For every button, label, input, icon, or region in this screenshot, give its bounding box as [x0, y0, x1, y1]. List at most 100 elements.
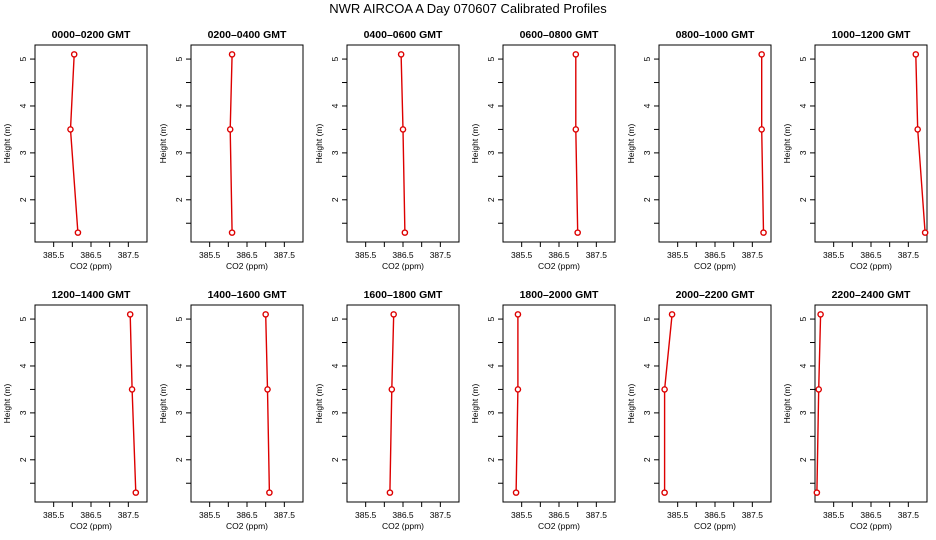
y-tick-label: 4	[642, 363, 652, 368]
y-tick-label: 5	[486, 316, 496, 321]
data-point	[512, 489, 520, 496]
y-tick-label: 4	[174, 363, 184, 368]
data-point	[390, 311, 397, 318]
y-axis-label: Height (m)	[626, 384, 636, 424]
plot-frame	[190, 44, 304, 243]
data-point	[132, 489, 140, 496]
x-tick-label: 387.5	[118, 250, 140, 260]
panel-5: 0800–1000 GMT 385.5 386.5 387.5 2 3 4 5 CO2 (ppm…	[626, 29, 772, 271]
panel-title: 0800–1000 GMT	[676, 29, 755, 41]
data-point	[758, 51, 765, 58]
profile-line	[229, 54, 233, 233]
y-tick-label: 5	[18, 56, 28, 61]
y-tick-label: 3	[798, 150, 808, 155]
y-tick-label: 3	[174, 150, 184, 155]
x-tick-label: 385.5	[43, 250, 65, 260]
y-tick-label: 3	[642, 150, 652, 155]
profile-line	[400, 54, 406, 233]
x-tick-label: 387.5	[742, 510, 764, 520]
y-tick-label: 2	[330, 457, 340, 462]
profile-line	[389, 314, 395, 493]
data-point	[914, 126, 921, 133]
data-point	[921, 229, 929, 236]
x-tick-label: 386.5	[704, 250, 726, 260]
data-point	[514, 311, 522, 318]
x-axis-label: CO2 (ppm)	[382, 521, 424, 531]
y-tick-label: 2	[798, 457, 808, 462]
y-tick-label: 3	[798, 410, 808, 415]
panel-3: 0400–0600 GMT 385.5 386.5 387.5 2 3 4 5 CO2 (ppm…	[314, 29, 460, 271]
panel-7: 1200–1400 GMT 385.5 386.5 387.5 2 3 4 5 CO2 (ppm…	[2, 289, 148, 531]
data-point	[228, 229, 236, 236]
panel-title: 1800–2000 GMT	[520, 289, 599, 301]
plot-frame	[502, 304, 616, 503]
x-axis-label: CO2 (ppm)	[694, 521, 736, 531]
x-axis-label: CO2 (ppm)	[850, 261, 892, 271]
x-tick-label: 387.5	[430, 250, 452, 260]
x-tick-label: 386.5	[548, 250, 570, 260]
data-point	[128, 386, 136, 393]
x-axis-label: CO2 (ppm)	[70, 521, 112, 531]
profile-line	[575, 54, 579, 233]
plot-frame	[814, 304, 928, 503]
y-axis-label: Height (m)	[2, 124, 12, 164]
x-tick-label: 387.5	[430, 510, 452, 520]
x-tick-label: 386.5	[236, 250, 258, 260]
profile-line	[915, 54, 926, 233]
plot-frame	[658, 304, 772, 503]
x-tick-label: 385.5	[511, 510, 533, 520]
x-axis-label: CO2 (ppm)	[538, 261, 580, 271]
panel-title: 2200–2400 GMT	[832, 289, 911, 301]
y-tick-label: 3	[330, 410, 340, 415]
y-axis-label: Height (m)	[470, 384, 480, 424]
y-tick-label: 3	[330, 150, 340, 155]
figure-title: NWR AIRCOA A Day 070607 Calibrated Profi…	[329, 1, 607, 16]
x-tick-label: 385.5	[355, 510, 377, 520]
y-tick-label: 2	[642, 197, 652, 202]
x-axis-label: CO2 (ppm)	[850, 521, 892, 531]
y-tick-label: 2	[642, 457, 652, 462]
data-point	[74, 229, 82, 236]
profile-line	[265, 314, 271, 493]
y-axis-label: Height (m)	[2, 384, 12, 424]
x-tick-label: 386.5	[236, 510, 258, 520]
y-tick-label: 4	[486, 103, 496, 108]
y-axis-label: Height (m)	[158, 124, 168, 164]
data-point	[514, 386, 522, 393]
panel-11: 2000–2200 GMT 385.5 386.5 387.5 2 3 4 5 CO2 (ppm…	[626, 289, 772, 531]
y-axis-label: Height (m)	[158, 384, 168, 424]
data-point	[912, 51, 920, 58]
panel-8: 1400–1600 GMT 385.5 386.5 387.5 2 3 4 5 CO2 (ppm…	[158, 289, 304, 531]
data-point	[388, 386, 396, 393]
x-tick-label: 385.5	[199, 250, 221, 260]
data-point	[661, 489, 668, 496]
x-tick-label: 387.5	[274, 510, 296, 520]
x-tick-label: 386.5	[80, 510, 102, 520]
x-tick-label: 385.5	[43, 510, 65, 520]
profile-line	[761, 54, 765, 233]
y-axis-label: Height (m)	[626, 124, 636, 164]
y-tick-label: 4	[642, 103, 652, 108]
panel-title: 0600–0800 GMT	[520, 29, 599, 41]
y-tick-label: 5	[330, 316, 340, 321]
x-tick-label: 387.5	[586, 250, 608, 260]
y-tick-label: 4	[486, 363, 496, 368]
profile-line	[816, 314, 822, 493]
x-axis-label: CO2 (ppm)	[694, 261, 736, 271]
x-tick-label: 386.5	[392, 250, 414, 260]
data-point	[668, 311, 676, 318]
panel-title: 2000–2200 GMT	[676, 289, 755, 301]
x-tick-label: 386.5	[860, 250, 882, 260]
y-tick-label: 2	[174, 197, 184, 202]
x-tick-label: 386.5	[80, 250, 102, 260]
y-axis-label: Height (m)	[314, 384, 324, 424]
plot-frame	[190, 304, 304, 503]
data-point	[126, 311, 134, 318]
data-point	[760, 229, 767, 236]
plot-frame	[502, 44, 616, 243]
data-point	[67, 126, 74, 133]
data-point	[401, 229, 409, 236]
x-tick-label: 387.5	[586, 510, 608, 520]
data-point	[399, 126, 407, 133]
